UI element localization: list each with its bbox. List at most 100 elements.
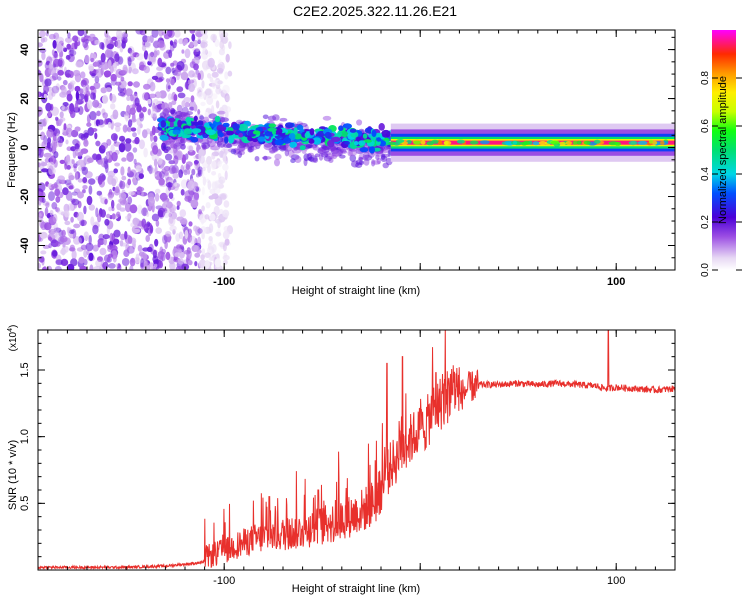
noise-blob (83, 249, 88, 258)
noise-blob (113, 168, 118, 174)
noise-blob (219, 39, 225, 50)
noise-blob (151, 108, 158, 118)
band-blob (324, 131, 332, 139)
noise-blob (38, 162, 41, 168)
snr-y-tick-label: 0.5 (19, 496, 31, 511)
noise-blob (51, 91, 56, 97)
noise-blob (121, 40, 126, 49)
band-blob (191, 128, 202, 134)
noise-blob (143, 83, 151, 90)
noise-blob (80, 71, 86, 79)
noise-blob (92, 153, 98, 160)
noise-blob (157, 209, 164, 218)
noise-blob (38, 70, 42, 75)
spectrogram-x-tick-label: -100 (213, 276, 235, 288)
noise-blob (178, 231, 183, 240)
noise-blob (125, 88, 133, 97)
noise-blob (39, 47, 47, 54)
band-blob (268, 123, 277, 128)
band-blob (308, 138, 315, 144)
noise-blob (154, 193, 160, 202)
band-blob (330, 154, 337, 160)
noise-blob (82, 189, 86, 194)
noise-blob (211, 152, 216, 160)
noise-blob (44, 207, 49, 217)
noise-blob (222, 163, 229, 171)
noise-blob (147, 196, 155, 207)
noise-blob (70, 129, 79, 138)
snr-line (38, 330, 675, 570)
noise-blob (88, 234, 92, 245)
band-blob (371, 129, 377, 138)
noise-blob (127, 56, 132, 67)
noise-blob (167, 93, 173, 101)
noise-blob (136, 105, 143, 113)
noise-blob (48, 33, 56, 40)
noise-blob (191, 168, 196, 176)
noise-blob (133, 81, 140, 88)
band-blob (237, 150, 242, 158)
noise-blob (77, 30, 85, 37)
band-blob (274, 158, 280, 167)
noise-blob (93, 82, 101, 90)
noise-blob (161, 197, 170, 203)
colorbar-tick-label: 0.2 (700, 215, 711, 229)
noise-blob (111, 213, 116, 220)
noise-blob (103, 237, 107, 246)
noise-blob (111, 151, 118, 162)
spectrogram-x-tick-label: 100 (607, 276, 625, 288)
noise-blob (153, 171, 158, 177)
noise-blob (222, 37, 228, 45)
noise-blob (133, 158, 137, 165)
noise-blob (208, 236, 213, 242)
noise-blob (68, 185, 74, 190)
noise-blob (79, 88, 84, 95)
noise-blob (116, 211, 121, 218)
noise-blob (48, 191, 55, 202)
noise-blob (77, 178, 83, 183)
noise-blob (79, 265, 87, 270)
noise-blob (214, 38, 220, 48)
noise-blob (56, 43, 63, 53)
noise-blob (45, 202, 50, 208)
spectrogram-y-tick-label: -40 (19, 238, 31, 254)
noise-blob (88, 178, 96, 185)
noise-blob (73, 188, 81, 194)
noise-blob (85, 90, 91, 96)
noise-blob (136, 186, 143, 196)
band-blob (340, 131, 349, 138)
snr-marks (38, 330, 675, 570)
band-blob (289, 141, 296, 148)
noise-blob (188, 83, 196, 92)
noise-blob (143, 65, 150, 74)
snr-multiplier: (x104) (7, 325, 19, 352)
noise-blob (91, 128, 98, 132)
noise-blob (82, 185, 88, 190)
noise-blob (163, 210, 171, 218)
noise-blob (189, 41, 194, 48)
noise-blob (90, 216, 95, 226)
noise-blob (197, 228, 203, 234)
noise-blob (201, 80, 205, 89)
noise-blob (102, 261, 109, 270)
noise-blob (172, 229, 176, 235)
noise-blob (205, 202, 211, 209)
noise-blob (204, 252, 211, 258)
noise-blob (184, 190, 192, 200)
noise-blob (165, 201, 173, 209)
noise-blob (116, 203, 122, 211)
noise-blob (64, 210, 70, 218)
noise-blob (75, 71, 80, 78)
noise-blob (147, 60, 152, 66)
noise-blob (81, 166, 89, 175)
noise-blob (157, 157, 163, 165)
noise-blob (180, 179, 188, 189)
noise-blob (92, 244, 99, 252)
noise-blob (38, 210, 44, 219)
band-blob (222, 122, 230, 128)
colorbar-tick-label: 0.8 (700, 71, 711, 85)
noise-blob (68, 229, 75, 235)
noise-blob (113, 122, 122, 127)
noise-blob (223, 252, 228, 258)
noise-blob (204, 260, 210, 269)
